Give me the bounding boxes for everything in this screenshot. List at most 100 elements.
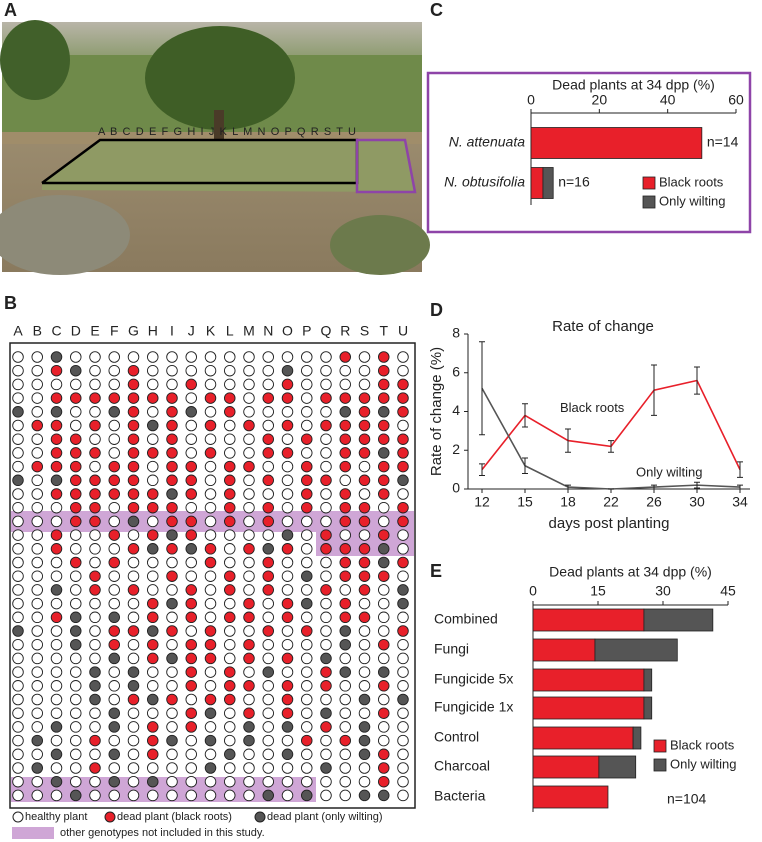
- plant-dot: [69, 364, 82, 377]
- error-bar: [522, 403, 528, 428]
- plant-dot: [339, 433, 352, 445]
- plant-dot: [69, 666, 82, 678]
- plant-dot: [281, 474, 294, 487]
- plant-dot: [31, 748, 44, 761]
- plant-dot: [301, 693, 313, 706]
- plant-dot: [262, 460, 275, 473]
- plant-dot: [146, 693, 159, 706]
- plant-dot: [89, 652, 101, 665]
- plant-dot: [50, 584, 63, 596]
- plant-dot: [108, 570, 120, 582]
- plant-dot: [12, 474, 24, 487]
- plant-dot: [31, 419, 44, 432]
- plant-dot: [223, 351, 236, 363]
- plant-dot: [397, 474, 409, 487]
- plant-dot: [108, 529, 120, 541]
- plant-dot: [204, 351, 217, 363]
- plant-dot: [358, 351, 371, 363]
- plant-dot: [89, 515, 101, 528]
- plant-dot: [89, 570, 101, 582]
- column-label: K: [206, 323, 216, 339]
- error-bar: [608, 440, 614, 453]
- plant-dot: [281, 501, 294, 514]
- x-tick-label: 15: [590, 583, 606, 599]
- plant-dot: [243, 680, 255, 692]
- plant-dot: [358, 597, 371, 610]
- plant-dot: [185, 789, 197, 802]
- plant-dot: [69, 460, 82, 473]
- plant-dot: [127, 392, 140, 404]
- plant-dot: [166, 433, 178, 445]
- plant-dot: [69, 734, 82, 747]
- plant-dot: [204, 693, 217, 706]
- plant-dot: [223, 721, 236, 733]
- plant-dot: [301, 680, 313, 692]
- plant-dot: [69, 474, 82, 487]
- plant-dot: [50, 378, 63, 391]
- plant-dot: [50, 474, 63, 487]
- legend-label: Black roots: [659, 174, 724, 189]
- plant-dot: [185, 406, 197, 418]
- plant-dot: [185, 584, 197, 596]
- plant-dot: [397, 543, 409, 555]
- plant-dot: [243, 556, 255, 569]
- plant-dot: [166, 378, 178, 391]
- plant-dot: [31, 666, 44, 678]
- plant-dot: [378, 625, 390, 637]
- plant-dot: [378, 392, 390, 404]
- plant-dot: [281, 488, 294, 500]
- plant-dot: [262, 419, 275, 432]
- plant-dot: [108, 748, 120, 761]
- plant-dot: [358, 378, 371, 391]
- plant-dot: [185, 460, 197, 473]
- plant-dot: [223, 460, 236, 473]
- plant-dot: [31, 488, 44, 500]
- plant-dot: [50, 433, 63, 445]
- plant-dot: [108, 419, 120, 432]
- plant-dot: [12, 433, 24, 445]
- plant-dot: [108, 666, 120, 678]
- plant-dot: [69, 721, 82, 733]
- plant-dot: [339, 666, 352, 678]
- plant-dot: [243, 693, 255, 706]
- plant-dot: [378, 378, 390, 391]
- plant-dot: [185, 392, 197, 404]
- plant-dot: [185, 447, 197, 459]
- plant-dot: [397, 638, 409, 651]
- category-label: Fungicide 5x: [434, 671, 513, 687]
- plant-dot: [397, 611, 409, 624]
- series-label: Black roots: [560, 400, 625, 415]
- plant-dot: [127, 364, 140, 377]
- plant-dot: [223, 775, 236, 788]
- plant-dot: [12, 748, 24, 761]
- plant-dot: [108, 775, 120, 788]
- plant-dot: [320, 652, 332, 665]
- panel-letter: B: [4, 293, 17, 313]
- plant-dot: [339, 611, 352, 624]
- plant-dot: [262, 584, 275, 596]
- plant-dot: [127, 707, 140, 719]
- plant-dot: [223, 638, 236, 651]
- plant-dot: [12, 501, 24, 514]
- plant-dot: [50, 447, 63, 459]
- column-label: Q: [321, 323, 332, 339]
- plant-dot: [31, 652, 44, 665]
- plant-dot: [127, 529, 140, 541]
- plant-dot: [185, 775, 197, 788]
- plant-dot: [378, 488, 390, 500]
- plant-dot: [12, 625, 24, 637]
- plant-dot: [301, 707, 313, 719]
- plant-dot: [358, 501, 371, 514]
- bar-segment: [542, 167, 554, 199]
- plant-dot: [320, 597, 332, 610]
- plant-dot: [301, 406, 313, 418]
- plant-dot: [339, 419, 352, 432]
- column-label: J: [188, 323, 195, 339]
- plant-dot: [358, 556, 371, 569]
- plant-dot: [69, 570, 82, 582]
- bar-segment: [532, 785, 609, 809]
- plant-dot: [108, 762, 120, 774]
- plant-dot: [262, 625, 275, 637]
- plant-dot: [89, 419, 101, 432]
- plant-dot: [50, 351, 63, 363]
